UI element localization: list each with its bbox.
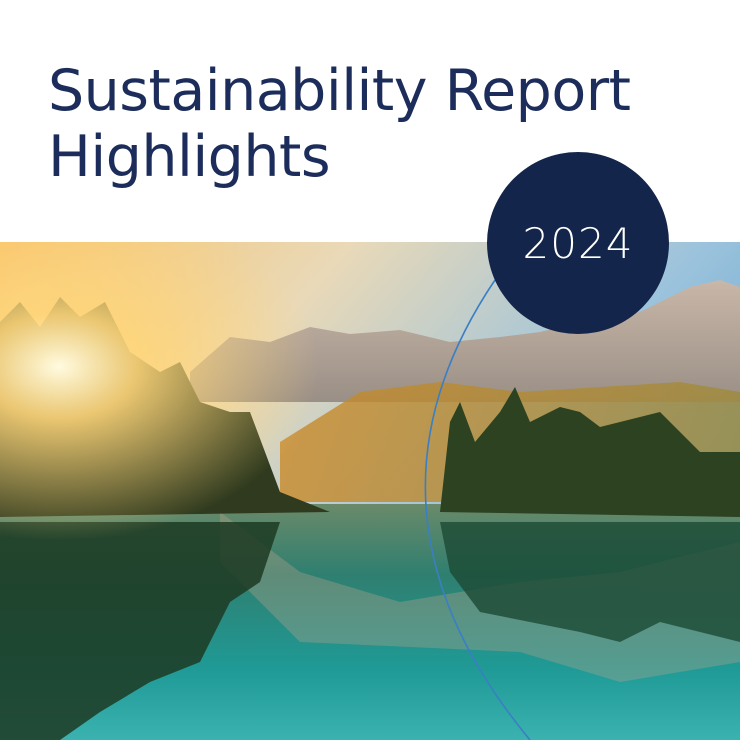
title-line-2: Highlights [48, 124, 331, 190]
page-title: Sustainability Report Highlights [48, 58, 631, 190]
title-line-1: Sustainability Report [48, 58, 631, 124]
landscape-photo [0, 242, 740, 740]
year-badge: 2024 [487, 152, 669, 334]
year-label: 2024 [522, 218, 634, 268]
decorative-arc [424, 279, 531, 740]
